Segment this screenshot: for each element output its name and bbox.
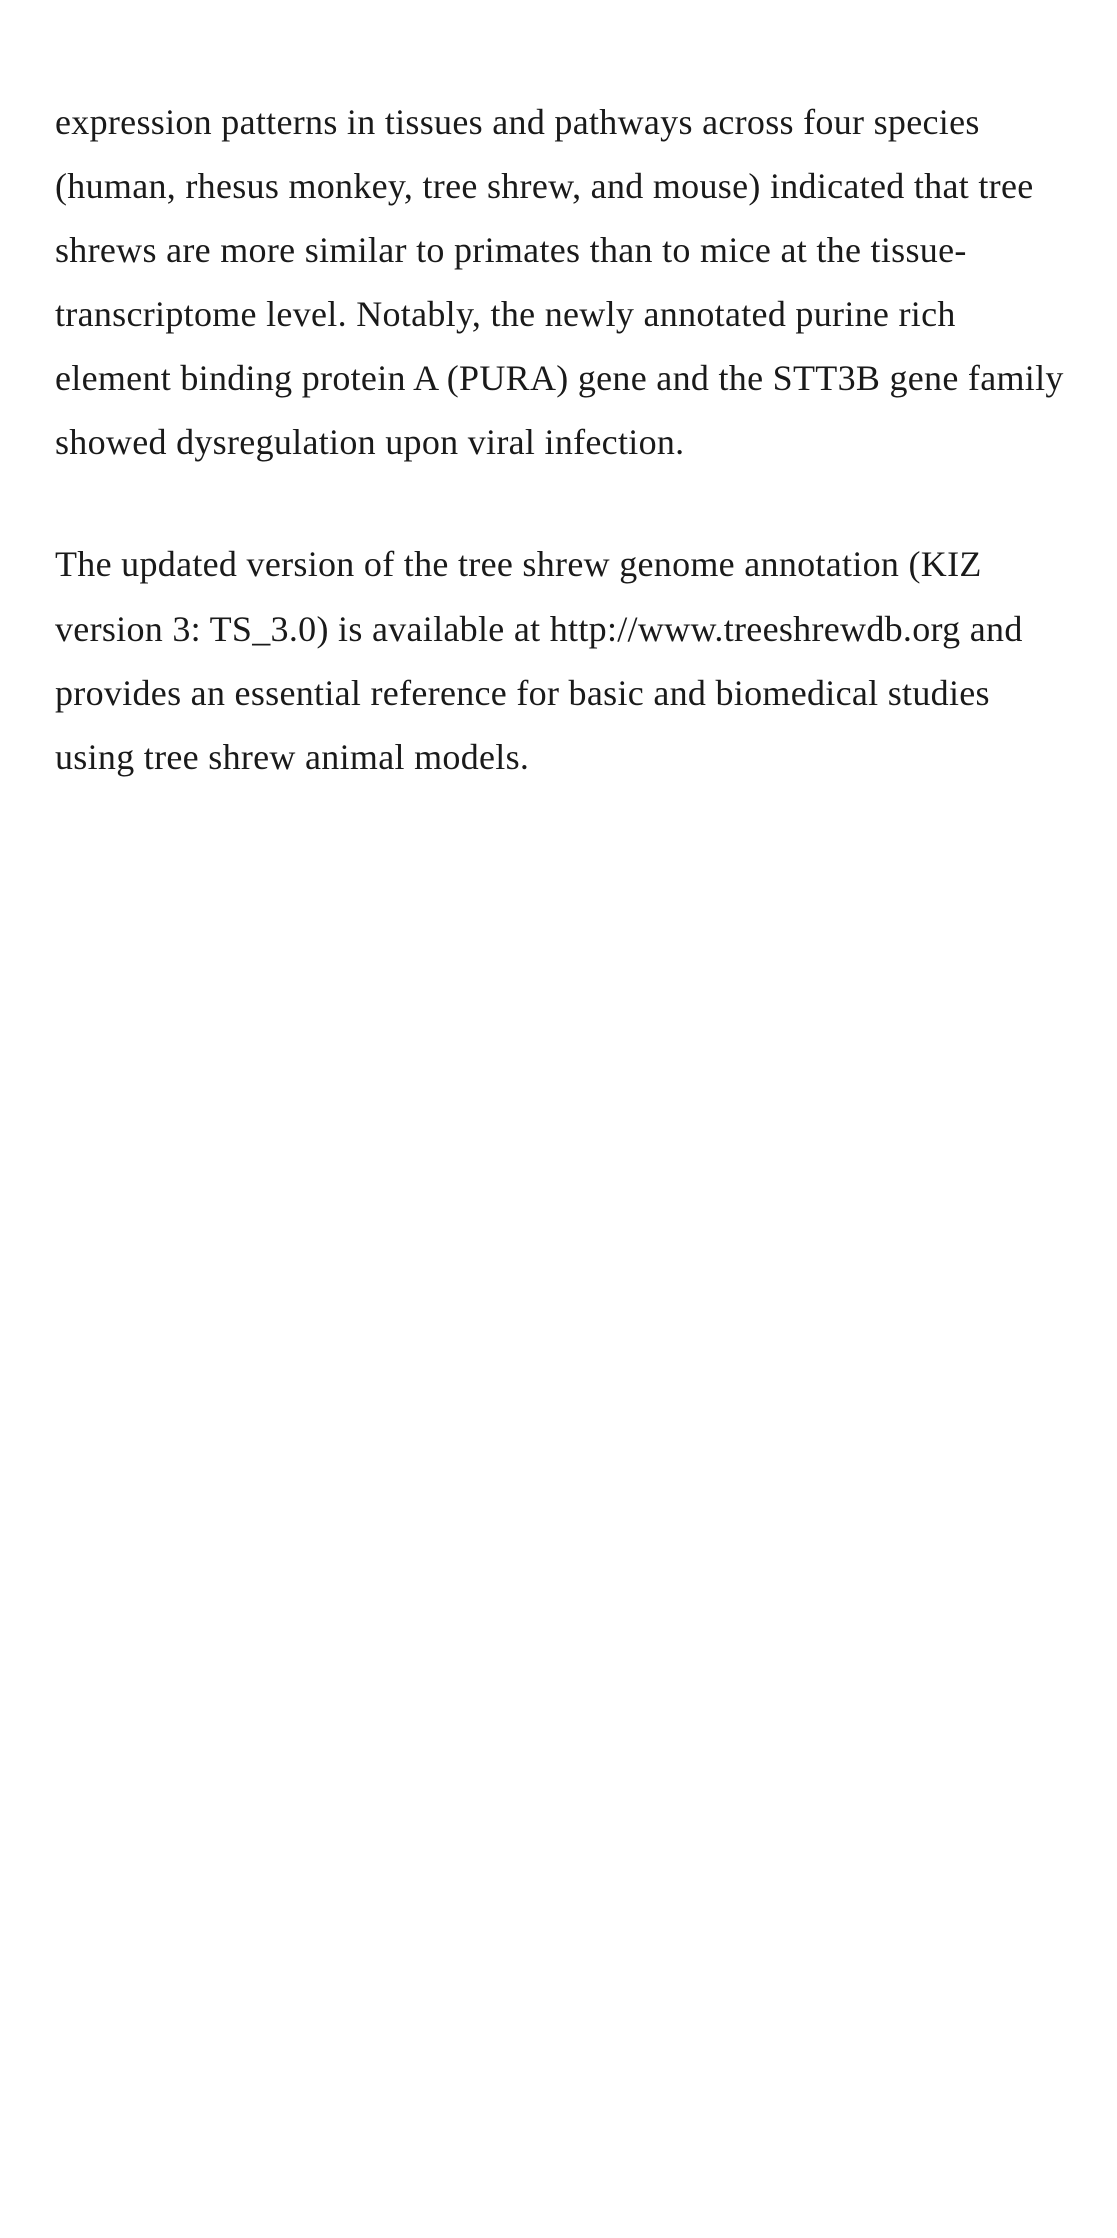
- body-paragraph: expression patterns in tissues and pathw…: [55, 90, 1067, 474]
- body-paragraph: The updated version of the tree shrew ge…: [55, 532, 1067, 788]
